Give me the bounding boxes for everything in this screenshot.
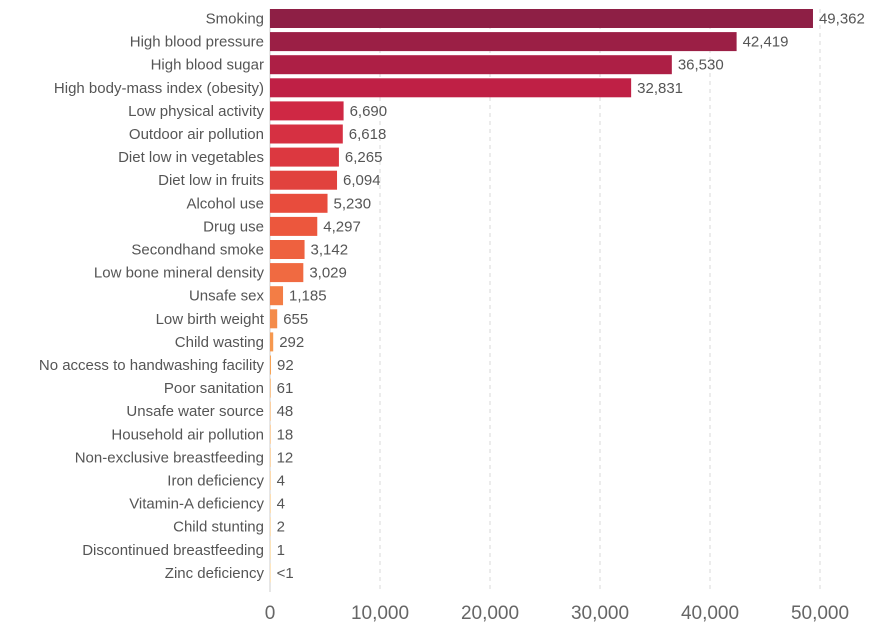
category-label: Unsafe water source [126, 403, 264, 420]
bar [270, 263, 304, 283]
value-label: 6,094 [343, 172, 381, 189]
bar [270, 471, 271, 490]
bar [270, 563, 271, 583]
category-label: Outdoor air pollution [129, 126, 264, 143]
bar [270, 517, 271, 537]
category-label: Child wasting [175, 334, 264, 351]
category-label: Low physical activity [128, 103, 264, 120]
category-label: Unsafe sex [189, 288, 265, 305]
bar [270, 447, 271, 467]
value-label: 4 [277, 496, 285, 513]
x-axis-ticks: 0 10,000 20,000 30,000 40,000 50,000 [265, 603, 849, 624]
category-label: Discontinued breastfeeding [82, 542, 264, 559]
value-label: 655 [283, 311, 308, 328]
category-label: Diet low in vegetables [118, 149, 264, 166]
value-label: 2 [277, 519, 285, 536]
bar [270, 424, 271, 444]
value-label: 3,142 [311, 242, 349, 259]
bar [270, 78, 632, 98]
category-label: Low bone mineral density [94, 265, 265, 282]
bar [270, 309, 278, 329]
category-label: Smoking [206, 11, 264, 28]
category-label: Vitamin-A deficiency [129, 496, 264, 513]
category-label: No access to handwashing facility [39, 357, 265, 374]
bar [270, 401, 271, 421]
category-label: Non-exclusive breastfeeding [75, 449, 264, 466]
bar [270, 286, 284, 306]
bar [270, 101, 344, 121]
category-label: Alcohol use [186, 195, 264, 212]
value-label: 4 [277, 473, 285, 490]
x-tick-label: 40,000 [681, 603, 739, 622]
value-label: 36,530 [678, 57, 724, 74]
value-label: 6,690 [350, 103, 388, 120]
value-label: 92 [277, 357, 294, 374]
value-label: 1,185 [289, 288, 327, 305]
bar [270, 355, 272, 375]
category-label: Child stunting [173, 519, 264, 536]
bars-layer [270, 9, 813, 583]
bar [270, 9, 813, 28]
value-label: 12 [277, 449, 294, 466]
bar [270, 378, 271, 398]
value-label: 42,419 [743, 34, 789, 51]
bar [270, 170, 338, 190]
value-label: 4,297 [323, 218, 361, 235]
value-label: 18 [277, 426, 294, 443]
x-tick-label: 0 [265, 603, 276, 622]
x-tick-label: 30,000 [571, 603, 629, 622]
value-label: 1 [277, 542, 285, 559]
category-label: Secondhand smoke [131, 242, 264, 259]
bar [270, 216, 318, 236]
value-label: 49,362 [819, 11, 865, 28]
bar [270, 55, 672, 75]
bar [270, 494, 271, 514]
value-label: 292 [279, 334, 304, 351]
category-label: High blood pressure [130, 34, 264, 51]
bar [270, 124, 343, 144]
bar [270, 32, 737, 52]
bar [270, 332, 274, 352]
labels-layer: Smoking 49,362 High blood pressure 42,419 Hi… [39, 11, 865, 582]
category-label: Diet low in fruits [158, 172, 264, 189]
value-label: 6,618 [349, 126, 387, 143]
bar [270, 540, 271, 560]
category-label: Iron deficiency [167, 473, 264, 490]
value-label: <1 [277, 565, 294, 582]
category-label: High blood sugar [151, 57, 264, 74]
x-tick-label: 10,000 [351, 603, 409, 622]
value-label: 5,230 [334, 195, 372, 212]
category-label: Household air pollution [111, 426, 264, 443]
value-label: 3,029 [309, 265, 347, 282]
bar [270, 240, 305, 259]
category-label: Low birth weight [156, 311, 265, 328]
category-label: High body-mass index (obesity) [54, 80, 264, 97]
bar [270, 147, 339, 167]
x-tick-label: 20,000 [461, 603, 519, 622]
x-tick-label: 50,000 [791, 603, 849, 622]
category-label: Poor sanitation [164, 380, 264, 397]
category-label: Drug use [203, 218, 264, 235]
value-label: 6,265 [345, 149, 383, 166]
value-label: 48 [277, 403, 294, 420]
value-label: 61 [277, 380, 294, 397]
value-label: 32,831 [637, 80, 683, 97]
bar [270, 193, 328, 213]
category-label: Zinc deficiency [165, 565, 265, 582]
